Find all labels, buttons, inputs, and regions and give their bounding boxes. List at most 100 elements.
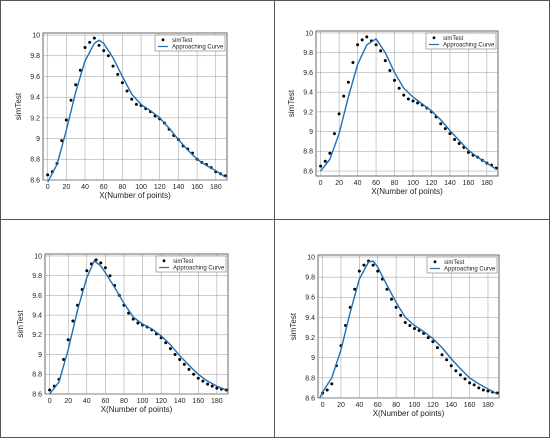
- chart-4-simtest-point: [481, 388, 485, 392]
- chart-1-simtest-point: [106, 54, 110, 58]
- chart-2-y-tick-label: 9.2: [303, 109, 313, 116]
- chart-4-legend-point-swatch: [433, 260, 437, 264]
- chart-3-simtest-point: [62, 357, 66, 361]
- chart-2-y-tick-label: 10: [305, 30, 313, 37]
- chart-3-simtest-point: [66, 338, 70, 342]
- chart-2-legend-simtest-label: simTest: [443, 36, 464, 42]
- chart-3-y-tick-label: 10: [34, 253, 42, 260]
- chart-2-simtest-point: [443, 127, 447, 131]
- chart-3-simtest-point: [94, 258, 98, 262]
- chart-4-x-tick-label: 140: [445, 402, 457, 409]
- chart-4-legend-simtest-label: simTest: [444, 260, 465, 266]
- chart-1-x-tick-label: 20: [62, 184, 70, 191]
- chart-3-simtest-point: [182, 362, 186, 366]
- chart-1-x-tick-label: 80: [118, 184, 126, 191]
- chart-2-simtest-point: [328, 151, 332, 155]
- chart-2-x-tick-label: 40: [354, 180, 362, 187]
- chart-4-x-tick-label: 160: [464, 402, 476, 409]
- chart-3-legend-curve-label: Approaching Curve: [173, 266, 225, 272]
- chart-4-x-tick-label: 80: [392, 402, 400, 409]
- chart-4-simtest-point: [440, 353, 444, 357]
- chart-2-x-tick-label: 20: [335, 180, 343, 187]
- chart-1-simtest-point: [74, 83, 78, 87]
- chart-3-simtest-point: [99, 261, 103, 265]
- chart-2-x-tick-label: 140: [444, 180, 456, 187]
- chart-4-y-tick-label: 10: [307, 254, 315, 261]
- chart-2-simtest-point: [351, 61, 355, 65]
- chart-2-simtest-point: [342, 94, 346, 98]
- chart-3-y-axis-label: simTest: [16, 310, 25, 338]
- chart-2-simtest-point: [397, 86, 401, 90]
- chart-1-legend: [154, 34, 226, 52]
- chart-1-legend-simtest-label: simTest: [172, 38, 193, 44]
- chart-4-simtest-point: [357, 269, 361, 273]
- chart-2-legend-point-swatch: [432, 36, 436, 40]
- chart-3-y-tick-label: 9.8: [32, 273, 42, 280]
- chart-4-simtest-point: [385, 287, 389, 291]
- chart-1-y-tick-label: 9: [36, 136, 40, 143]
- chart-2-simtest-point: [402, 93, 406, 97]
- chart-4-simtest-point: [477, 386, 481, 390]
- chart-1-simtest-point: [88, 40, 92, 44]
- chart-1-simtest-point: [60, 139, 64, 143]
- chart-3-x-axis-label: X(Number of points): [101, 405, 173, 414]
- chart-2-x-tick-label: 60: [372, 180, 380, 187]
- chart-3-y-tick-label: 8.6: [32, 391, 42, 398]
- chart-2-simtest-point: [346, 80, 350, 84]
- chart-4-simtest-point: [458, 373, 462, 377]
- chart-2-simtest-point: [393, 78, 397, 82]
- chart-4-y-axis-label: simTest: [289, 312, 298, 340]
- chart-3-x-tick-label: 0: [48, 398, 52, 405]
- chart-1-simtest-point: [78, 68, 82, 72]
- chart-2-simtest-point: [406, 97, 410, 101]
- chart-1-simtest-point: [125, 89, 129, 93]
- chart-2-simtest-point: [337, 112, 341, 116]
- chart-1-legend-curve-label: Approaching Curve: [172, 45, 224, 51]
- chart-3-x-tick-label: 20: [64, 398, 72, 405]
- chart-1-legend-point-swatch: [161, 38, 165, 42]
- chart-1-y-tick-label: 10: [32, 32, 40, 39]
- chart-4-simtest-point: [403, 320, 407, 324]
- chart-1-x-tick-label: 160: [191, 184, 203, 191]
- chart-3-x-tick-label: 100: [137, 398, 149, 405]
- chart-2-x-tick-label: 0: [319, 180, 323, 187]
- chart-4-x-tick-label: 20: [337, 402, 345, 409]
- chart-4-simtest-point: [463, 377, 467, 381]
- chart-4-simtest-point: [426, 336, 430, 340]
- chart-2-x-tick-label: 80: [391, 180, 399, 187]
- chart-2-x-tick-label: 100: [407, 180, 419, 187]
- chart-3-simtest-point: [173, 353, 177, 357]
- chart-2-simtest-point: [388, 68, 392, 72]
- chart-3-simtest-point: [71, 319, 75, 323]
- chart-2-simtest-point: [360, 38, 364, 42]
- chart-1-simtest-point: [69, 98, 73, 102]
- chart-2-simtest-point: [448, 132, 452, 136]
- chart-4-simtest-point: [486, 389, 490, 393]
- chart-2-simtest-point: [439, 122, 443, 126]
- chart-3-y-tick-label: 9.2: [32, 332, 42, 339]
- chart-1-y-tick-label: 8.6: [30, 177, 40, 184]
- chart-2-x-tick-label: 160: [463, 180, 475, 187]
- chart-4-y-tick-label: 9: [311, 355, 315, 362]
- chart-4-simtest-point: [468, 381, 472, 385]
- chart-2-simtest-point: [453, 138, 457, 141]
- chart-4-x-tick-label: 120: [427, 402, 439, 409]
- chart-1-y-tick-label: 9.2: [30, 115, 40, 122]
- chart-3-x-tick-label: 80: [120, 398, 128, 405]
- chart-4-simtest-point: [472, 383, 476, 387]
- chart-3: 0 20 40 60 80 100 120 140 160 180 8.6 8.8 9 9.2 9.4 9.6…: [16, 253, 229, 414]
- chart-1-simtest-point: [130, 97, 134, 101]
- chart-2-x-tick-label: 180: [481, 180, 493, 187]
- chart-2-simtest-point: [383, 59, 387, 63]
- chart-3-simtest-point: [201, 379, 205, 383]
- chart-2-simtest-point: [457, 141, 461, 145]
- chart-3-simtest-point: [48, 388, 52, 392]
- chart-4-simtest-point: [435, 346, 439, 350]
- chart-3-x-tick-label: 40: [83, 398, 91, 405]
- chart-2-simtest-point: [416, 101, 420, 105]
- chart-3-simtest-point: [178, 357, 182, 361]
- chart-3-x-tick-label: 160: [192, 398, 204, 405]
- chart-4-y-tick-label: 8.6: [305, 395, 315, 402]
